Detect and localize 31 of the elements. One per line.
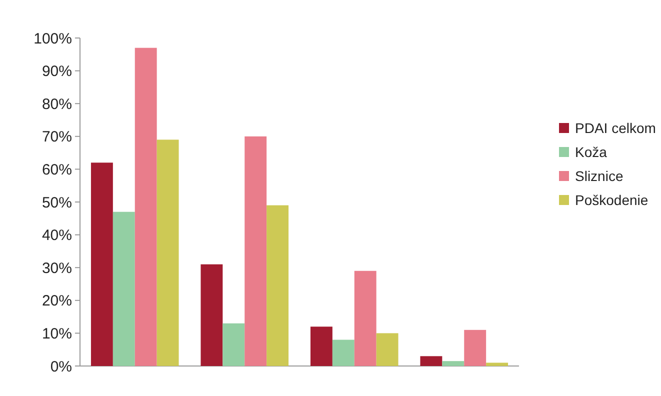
- bar: [156, 140, 179, 366]
- bar: [376, 333, 398, 366]
- y-tick-label: 20%: [42, 292, 72, 310]
- y-tick-label: 40%: [42, 227, 72, 244]
- bar: [134, 48, 157, 366]
- bar: [90, 162, 113, 366]
- bar: [442, 361, 464, 366]
- bar: [266, 205, 289, 366]
- bar: [464, 330, 486, 366]
- y-tick-label: 70%: [42, 128, 72, 146]
- bar: [310, 326, 332, 366]
- y-tick-label: 50%: [42, 194, 72, 212]
- bar: [486, 362, 508, 366]
- legend-label: Sliznice: [575, 168, 624, 184]
- y-tick-label: 10%: [42, 325, 72, 342]
- y-tick-label: 100%: [34, 30, 72, 48]
- bar: [112, 212, 135, 366]
- y-tick-label: 80%: [42, 96, 72, 113]
- bar: [222, 323, 245, 366]
- y-tick-label: 0%: [50, 358, 72, 376]
- legend-label: Koža: [575, 144, 608, 160]
- legend-label: PDAI celkom: [575, 120, 656, 136]
- bar: [332, 340, 354, 366]
- bar: [420, 356, 442, 366]
- bar: [244, 136, 267, 366]
- bar: [200, 264, 223, 366]
- legend-label: Poškodenie: [575, 192, 648, 208]
- y-tick-label: 60%: [42, 161, 72, 178]
- y-tick-label: 90%: [42, 63, 72, 80]
- y-tick-label: 30%: [42, 260, 72, 277]
- bar: [354, 270, 376, 366]
